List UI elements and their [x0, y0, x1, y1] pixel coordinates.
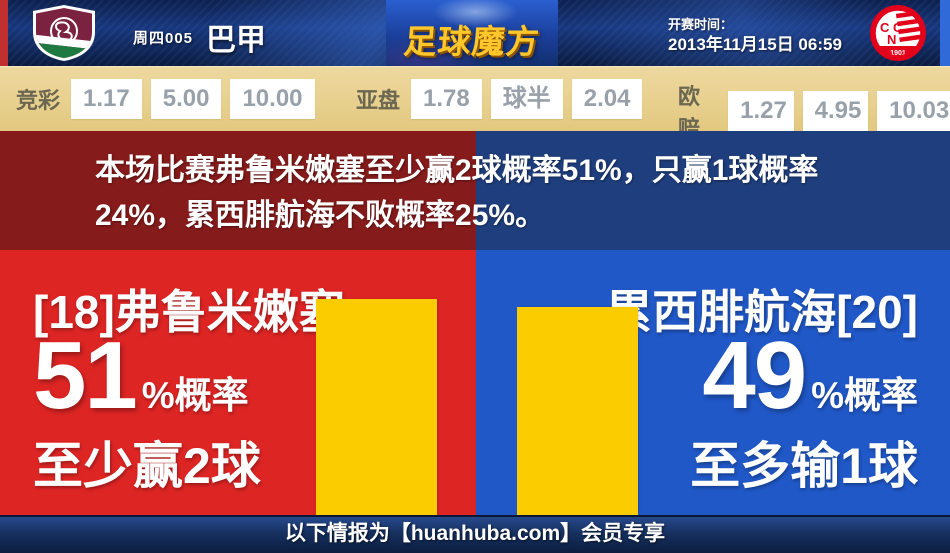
summary-bg-blue [476, 131, 950, 250]
odds-band: 竞彩 1.17 5.00 10.00 亚盘 1.78 球半 2.04 欧赔 1.… [0, 66, 950, 141]
league-name: 巴甲 [206, 24, 266, 57]
kickoff-label: 开赛时间： [668, 17, 734, 32]
brand-logo-text: 足球魔方 [402, 23, 542, 60]
svg-text:C: C [893, 20, 903, 35]
kickoff-time: 2013年11月15日 06:59 [668, 35, 842, 54]
crest-year-text: 1901 [890, 50, 906, 57]
kickoff-info: 开赛时间： 2013年11月15日 06:59 [668, 16, 842, 55]
odds-value-box: 10.00 [230, 79, 315, 119]
footer-bar: 以下情报为【huanhuba.com】会员专享 [0, 515, 950, 553]
away-team-name: 累西腓航海[20] [606, 286, 918, 338]
odds-group-jingcai: 竞彩 1.17 5.00 10.00 [16, 79, 315, 119]
svg-text:C: C [880, 20, 890, 35]
home-probability-suffix: %概率 [141, 375, 249, 416]
odds-value-box: 球半 [490, 79, 563, 119]
summary-bg-red [0, 131, 476, 250]
away-probability-bar [517, 307, 638, 515]
match-header: 周四005 巴甲 足球魔方 开赛时间： 2013年11月15日 06:59 19… [0, 0, 950, 66]
odds-group-yapan: 亚盘 1.78 球半 2.04 [356, 79, 643, 119]
prediction-summary-banner: 本场比赛弗鲁米嫩塞至少赢2球概率51%，只赢1球概率 24%，累西腓航海不败概率… [0, 131, 950, 250]
odds-value-box: 1.27 [728, 91, 794, 131]
prediction-summary-text: 本场比赛弗鲁米嫩塞至少赢2球概率51%，只赢1球概率 24%，累西腓航海不败概率… [95, 148, 895, 238]
odds-label-jingcai: 竞彩 [16, 88, 61, 113]
home-team-name: [18]弗鲁米嫩塞 [33, 286, 345, 338]
home-probability: 51 %概率 [33, 328, 249, 424]
fluminense-crest-icon [33, 5, 95, 61]
team-probability-panels: [18]弗鲁米嫩塞 51 %概率 至少赢2球 累西腓航海[20] 49 %概率 … [0, 250, 950, 515]
header-left-red-stripe [0, 0, 8, 66]
footer-membership-text: 以下情报为【huanhuba.com】会员专享 [284, 522, 666, 545]
home-probability-value: 51 [33, 322, 138, 429]
match-code: 周四005 [133, 30, 194, 47]
away-probability-value: 49 [702, 322, 807, 429]
home-outcome-text: 至少赢2球 [33, 438, 261, 494]
header-right-blue-stripe [940, 0, 950, 66]
away-probability: 49 %概率 [702, 328, 918, 424]
odds-value-box: 5.00 [150, 79, 222, 119]
away-probability-suffix: %概率 [811, 375, 918, 416]
odds-value-box: 1.17 [71, 79, 142, 119]
brand-banner: 足球魔方 [386, 0, 558, 66]
odds-label-yapan: 亚盘 [356, 88, 401, 113]
nautico-crest-icon: 1901 ★ C N C [870, 5, 926, 61]
home-probability-bar [316, 299, 437, 515]
odds-value-box: 1.78 [411, 79, 482, 119]
summary-line-1: 本场比赛弗鲁米嫩塞至少赢2球概率51%，只赢1球概率 [95, 154, 819, 187]
svg-text:N: N [887, 32, 896, 47]
odds-value-box: 2.04 [571, 79, 643, 119]
summary-line-2: 24%，累西腓航海不败概率25%。 [95, 199, 546, 232]
odds-value-box: 4.95 [802, 91, 869, 131]
away-outcome-text: 至多输1球 [690, 438, 918, 494]
odds-value-box: 10.03 [877, 91, 950, 131]
